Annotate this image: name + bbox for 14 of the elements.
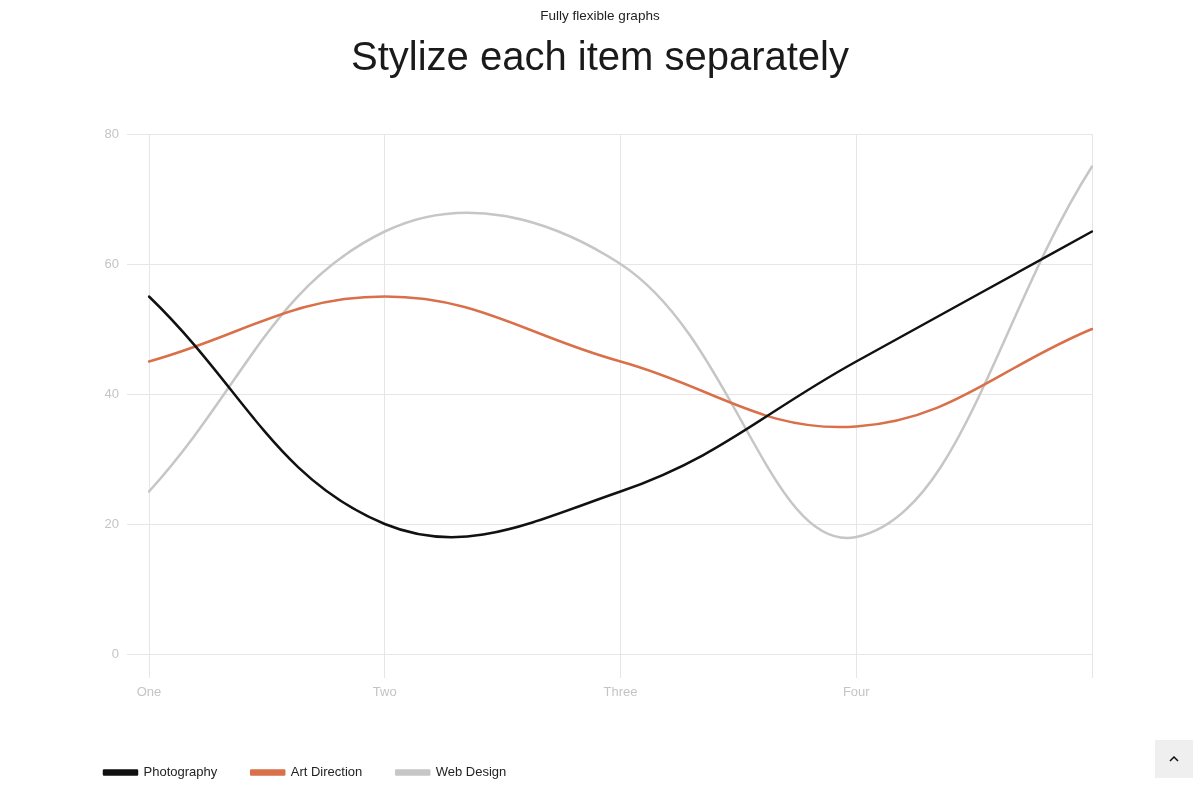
legend-label: Art Direction	[290, 764, 363, 780]
y-tick-label: 0	[111, 645, 119, 661]
y-tick-label: 60	[104, 255, 119, 271]
legend-label: Web Design	[435, 764, 507, 780]
chart-title: Stylize each item separately	[350, 33, 850, 80]
y-tick-label: 80	[104, 125, 119, 141]
y-tick-label: 20	[104, 515, 119, 531]
x-tick-label: Three	[603, 684, 638, 700]
x-tick-label: Two	[372, 684, 397, 700]
legend-label: Photography	[143, 764, 218, 780]
x-tick-label: Four	[842, 684, 871, 700]
x-tick-label: One	[136, 684, 162, 700]
y-tick-label: 40	[104, 385, 119, 401]
chart-subtitle: Fully flexible graphs	[539, 8, 661, 24]
